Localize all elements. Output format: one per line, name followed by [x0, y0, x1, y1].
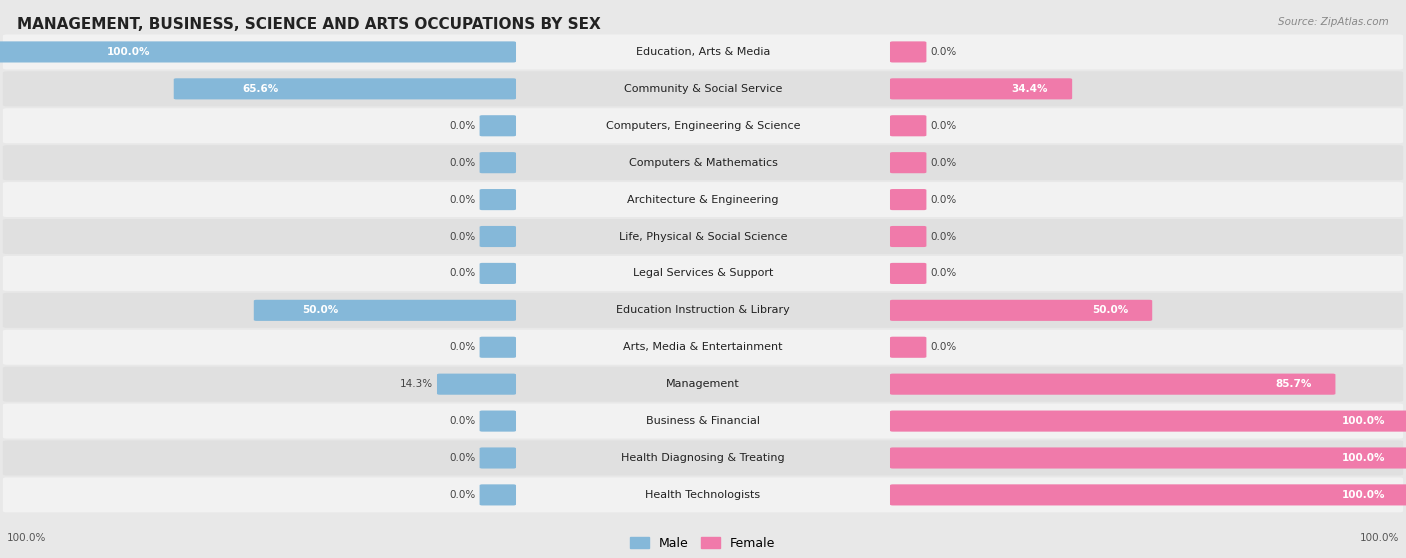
FancyBboxPatch shape [437, 374, 516, 395]
FancyBboxPatch shape [479, 115, 516, 136]
Text: 100.0%: 100.0% [1341, 490, 1385, 500]
Text: 85.7%: 85.7% [1275, 379, 1312, 389]
Text: Arts, Media & Entertainment: Arts, Media & Entertainment [623, 342, 783, 352]
FancyBboxPatch shape [479, 448, 516, 469]
Text: Education Instruction & Library: Education Instruction & Library [616, 305, 790, 315]
FancyBboxPatch shape [479, 336, 516, 358]
FancyBboxPatch shape [3, 293, 1403, 328]
Text: 100.0%: 100.0% [7, 532, 46, 542]
FancyBboxPatch shape [479, 411, 516, 432]
Text: 0.0%: 0.0% [931, 121, 957, 131]
FancyBboxPatch shape [890, 411, 1406, 432]
FancyBboxPatch shape [479, 152, 516, 173]
FancyBboxPatch shape [890, 226, 927, 247]
Text: Source: ZipAtlas.com: Source: ZipAtlas.com [1278, 17, 1389, 27]
FancyBboxPatch shape [3, 367, 1403, 402]
FancyBboxPatch shape [890, 152, 927, 173]
Text: Computers, Engineering & Science: Computers, Engineering & Science [606, 121, 800, 131]
FancyBboxPatch shape [890, 300, 1153, 321]
Text: 0.0%: 0.0% [449, 195, 475, 205]
FancyBboxPatch shape [3, 145, 1403, 180]
Text: Management: Management [666, 379, 740, 389]
FancyBboxPatch shape [890, 263, 927, 284]
Text: 0.0%: 0.0% [931, 268, 957, 278]
FancyBboxPatch shape [890, 115, 927, 136]
FancyBboxPatch shape [890, 448, 1406, 469]
FancyBboxPatch shape [3, 403, 1403, 439]
Text: 0.0%: 0.0% [449, 232, 475, 242]
Text: 0.0%: 0.0% [449, 121, 475, 131]
Text: 50.0%: 50.0% [1092, 305, 1129, 315]
FancyBboxPatch shape [890, 78, 1073, 99]
Text: Education, Arts & Media: Education, Arts & Media [636, 47, 770, 57]
FancyBboxPatch shape [0, 41, 516, 62]
FancyBboxPatch shape [890, 484, 1406, 506]
FancyBboxPatch shape [3, 440, 1403, 475]
Text: 0.0%: 0.0% [449, 158, 475, 167]
FancyBboxPatch shape [479, 263, 516, 284]
FancyBboxPatch shape [174, 78, 516, 99]
Text: Life, Physical & Social Science: Life, Physical & Social Science [619, 232, 787, 242]
FancyBboxPatch shape [890, 374, 1336, 395]
Text: Health Diagnosing & Treating: Health Diagnosing & Treating [621, 453, 785, 463]
FancyBboxPatch shape [3, 219, 1403, 254]
Text: 0.0%: 0.0% [449, 490, 475, 500]
Text: Community & Social Service: Community & Social Service [624, 84, 782, 94]
Text: 100.0%: 100.0% [107, 47, 150, 57]
FancyBboxPatch shape [253, 300, 516, 321]
FancyBboxPatch shape [3, 256, 1403, 291]
Text: 0.0%: 0.0% [449, 342, 475, 352]
Text: 100.0%: 100.0% [1341, 453, 1385, 463]
Text: Health Technologists: Health Technologists [645, 490, 761, 500]
Text: Legal Services & Support: Legal Services & Support [633, 268, 773, 278]
Text: 14.3%: 14.3% [399, 379, 433, 389]
Text: MANAGEMENT, BUSINESS, SCIENCE AND ARTS OCCUPATIONS BY SEX: MANAGEMENT, BUSINESS, SCIENCE AND ARTS O… [17, 17, 600, 32]
Text: 0.0%: 0.0% [931, 47, 957, 57]
Text: 65.6%: 65.6% [243, 84, 278, 94]
Text: 100.0%: 100.0% [1341, 416, 1385, 426]
Text: 0.0%: 0.0% [931, 158, 957, 167]
Text: 0.0%: 0.0% [931, 342, 957, 352]
Text: 50.0%: 50.0% [302, 305, 339, 315]
Text: Business & Financial: Business & Financial [645, 416, 761, 426]
Text: 34.4%: 34.4% [1012, 84, 1049, 94]
Text: 100.0%: 100.0% [1360, 532, 1399, 542]
FancyBboxPatch shape [479, 484, 516, 506]
Legend: Male, Female: Male, Female [626, 532, 780, 555]
FancyBboxPatch shape [479, 226, 516, 247]
FancyBboxPatch shape [3, 330, 1403, 365]
Text: 0.0%: 0.0% [449, 416, 475, 426]
FancyBboxPatch shape [3, 71, 1403, 107]
FancyBboxPatch shape [890, 41, 927, 62]
FancyBboxPatch shape [3, 478, 1403, 512]
FancyBboxPatch shape [890, 189, 927, 210]
Text: 0.0%: 0.0% [931, 232, 957, 242]
Text: 0.0%: 0.0% [931, 195, 957, 205]
FancyBboxPatch shape [3, 35, 1403, 69]
FancyBboxPatch shape [890, 336, 927, 358]
Text: Computers & Mathematics: Computers & Mathematics [628, 158, 778, 167]
FancyBboxPatch shape [479, 189, 516, 210]
Text: Architecture & Engineering: Architecture & Engineering [627, 195, 779, 205]
FancyBboxPatch shape [3, 182, 1403, 217]
FancyBboxPatch shape [3, 108, 1403, 143]
Text: 0.0%: 0.0% [449, 453, 475, 463]
Text: 0.0%: 0.0% [449, 268, 475, 278]
